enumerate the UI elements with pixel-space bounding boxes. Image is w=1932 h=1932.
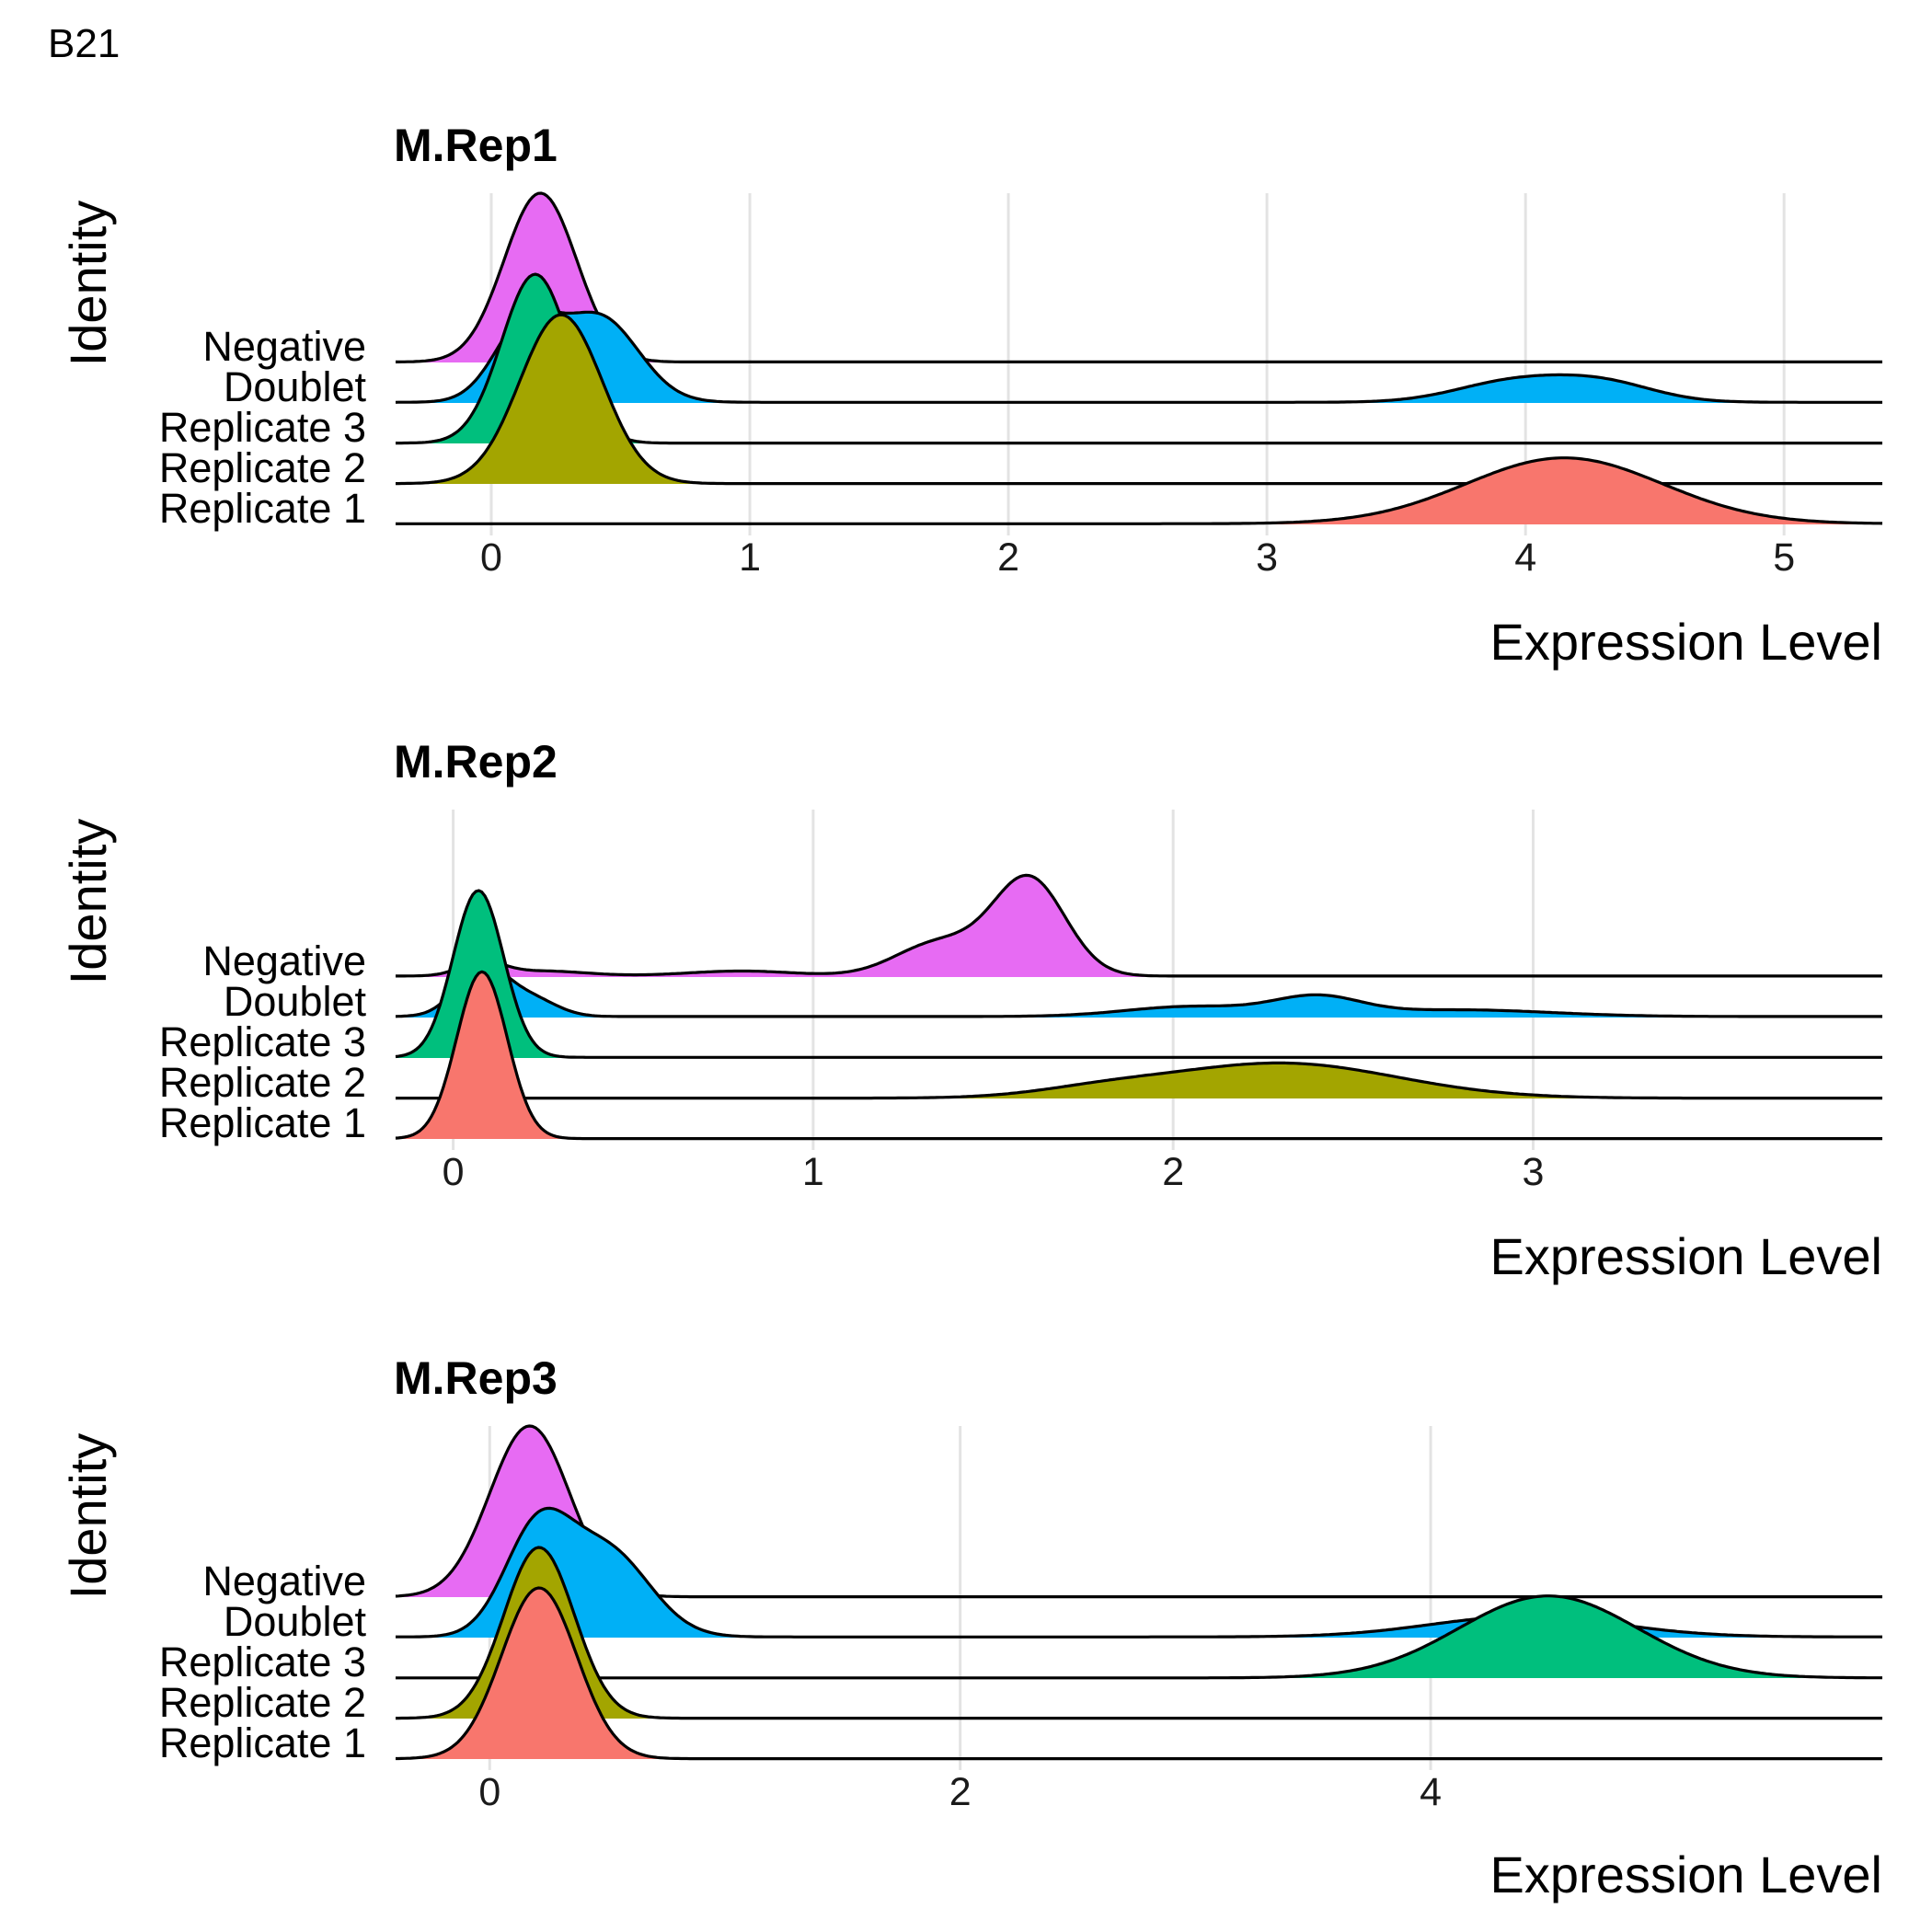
x-tick-label-4: 4 xyxy=(1514,535,1536,580)
category-label-replicate-3: Replicate 3 xyxy=(159,404,366,451)
ridge-line-replicate-1 xyxy=(396,1586,1882,1761)
x-tick-label-2: 2 xyxy=(949,1770,972,1814)
y-axis-title: Identity xyxy=(59,819,117,985)
ridge-fill-replicate-2 xyxy=(396,315,1882,484)
ridge-line-doublet xyxy=(395,962,1882,1018)
category-label-doublet: Doublet xyxy=(224,363,367,410)
x-tick-label-4: 4 xyxy=(1420,1770,1442,1814)
figure-label: B21 xyxy=(48,21,120,66)
x-tick-label-0: 0 xyxy=(478,1770,500,1814)
ridge-line-replicate-1 xyxy=(395,970,1882,1141)
x-tick-label-1: 1 xyxy=(802,1150,824,1194)
category-label-replicate-2: Replicate 2 xyxy=(159,444,366,491)
y-axis-title: Identity xyxy=(59,201,117,367)
ridge-fill-replicate-1 xyxy=(396,1588,1882,1759)
ridge-doublet xyxy=(395,307,1882,404)
ridge-replicate-2 xyxy=(396,1061,1882,1100)
ridge-replicate-3 xyxy=(396,1594,1882,1680)
category-label-negative: Negative xyxy=(202,937,366,984)
ridge-fill-replicate-1 xyxy=(396,972,1882,1139)
x-tick-label-5: 5 xyxy=(1773,535,1795,580)
ridge-line-replicate-3 xyxy=(395,889,1882,1059)
y-axis-title: Identity xyxy=(59,1433,117,1600)
category-label-replicate-3: Replicate 3 xyxy=(159,1018,366,1065)
ridge-replicate-1 xyxy=(396,1586,1882,1761)
ridge-fill-doublet xyxy=(396,1508,1882,1638)
ridge-line-replicate-3 xyxy=(396,1594,1882,1680)
x-axis-title: Expression Level xyxy=(1490,1846,1882,1903)
panel-title: M.Rep2 xyxy=(394,736,558,788)
ridge-fill-replicate-2 xyxy=(396,1063,1882,1098)
ridge-replicate-3 xyxy=(395,889,1882,1059)
panel-title: M.Rep3 xyxy=(394,1352,558,1404)
ridge-negative xyxy=(396,873,1882,978)
category-label-replicate-2: Replicate 2 xyxy=(159,1059,366,1106)
ridge-line-doublet xyxy=(395,307,1882,404)
x-tick-label-3: 3 xyxy=(1256,535,1278,580)
category-label-negative: Negative xyxy=(202,323,366,370)
x-axis-title: Expression Level xyxy=(1490,1227,1882,1285)
ridge-line-replicate-3 xyxy=(396,272,1882,445)
ridge-replicate-1 xyxy=(395,970,1882,1141)
category-label-replicate-1: Replicate 1 xyxy=(159,1099,366,1146)
ridge-line-replicate-2 xyxy=(396,1546,1882,1720)
ridge-fill-doublet xyxy=(396,963,1882,1018)
ridges xyxy=(395,191,1883,525)
x-tick-label-3: 3 xyxy=(1522,1150,1544,1194)
ridge-line-replicate-1 xyxy=(396,456,1883,525)
ridges xyxy=(395,1424,1882,1761)
ridge-fill-replicate-3 xyxy=(396,1595,1882,1678)
ridges xyxy=(395,873,1882,1141)
ridge-fill-negative xyxy=(396,875,1882,977)
x-tick-label-2: 2 xyxy=(997,535,1019,580)
x-ticks: 0 1 2 3 4 5 xyxy=(480,535,1795,580)
ridge-doublet xyxy=(396,1506,1882,1639)
x-axis-title: Expression Level xyxy=(1490,613,1882,671)
x-tick-label-0: 0 xyxy=(443,1150,465,1194)
x-tick-label-2: 2 xyxy=(1162,1150,1184,1194)
ridge-replicate-1 xyxy=(396,456,1883,525)
category-label-replicate-3: Replicate 3 xyxy=(159,1639,366,1685)
x-ticks: 0 2 4 xyxy=(478,1770,1442,1814)
category-label-replicate-2: Replicate 2 xyxy=(159,1679,366,1726)
category-label-doublet: Doublet xyxy=(224,1598,367,1645)
ridge-fill-replicate-1 xyxy=(396,457,1882,524)
ridge-doublet xyxy=(395,962,1882,1018)
category-label-replicate-1: Replicate 1 xyxy=(159,1719,366,1766)
panel-title: M.Rep1 xyxy=(394,120,558,171)
x-tick-label-0: 0 xyxy=(480,535,502,580)
ridge-line-replicate-2 xyxy=(396,1061,1882,1100)
ridge-line-negative xyxy=(396,873,1882,978)
category-label-doublet: Doublet xyxy=(224,978,367,1025)
ridge-fill-doublet xyxy=(396,309,1882,403)
panel-m-rep2: M.Rep2 Expression Level Identity 0 1 2 3 Ne… xyxy=(59,736,1882,1285)
category-label-negative: Negative xyxy=(202,1558,366,1604)
x-tick-label-1: 1 xyxy=(739,535,761,580)
category-label-replicate-1: Replicate 1 xyxy=(159,485,366,532)
x-ticks: 0 1 2 3 xyxy=(443,1150,1545,1194)
panel-m-rep3: M.Rep3 Expression Level Identity 0 2 4 Neg… xyxy=(59,1352,1882,1903)
